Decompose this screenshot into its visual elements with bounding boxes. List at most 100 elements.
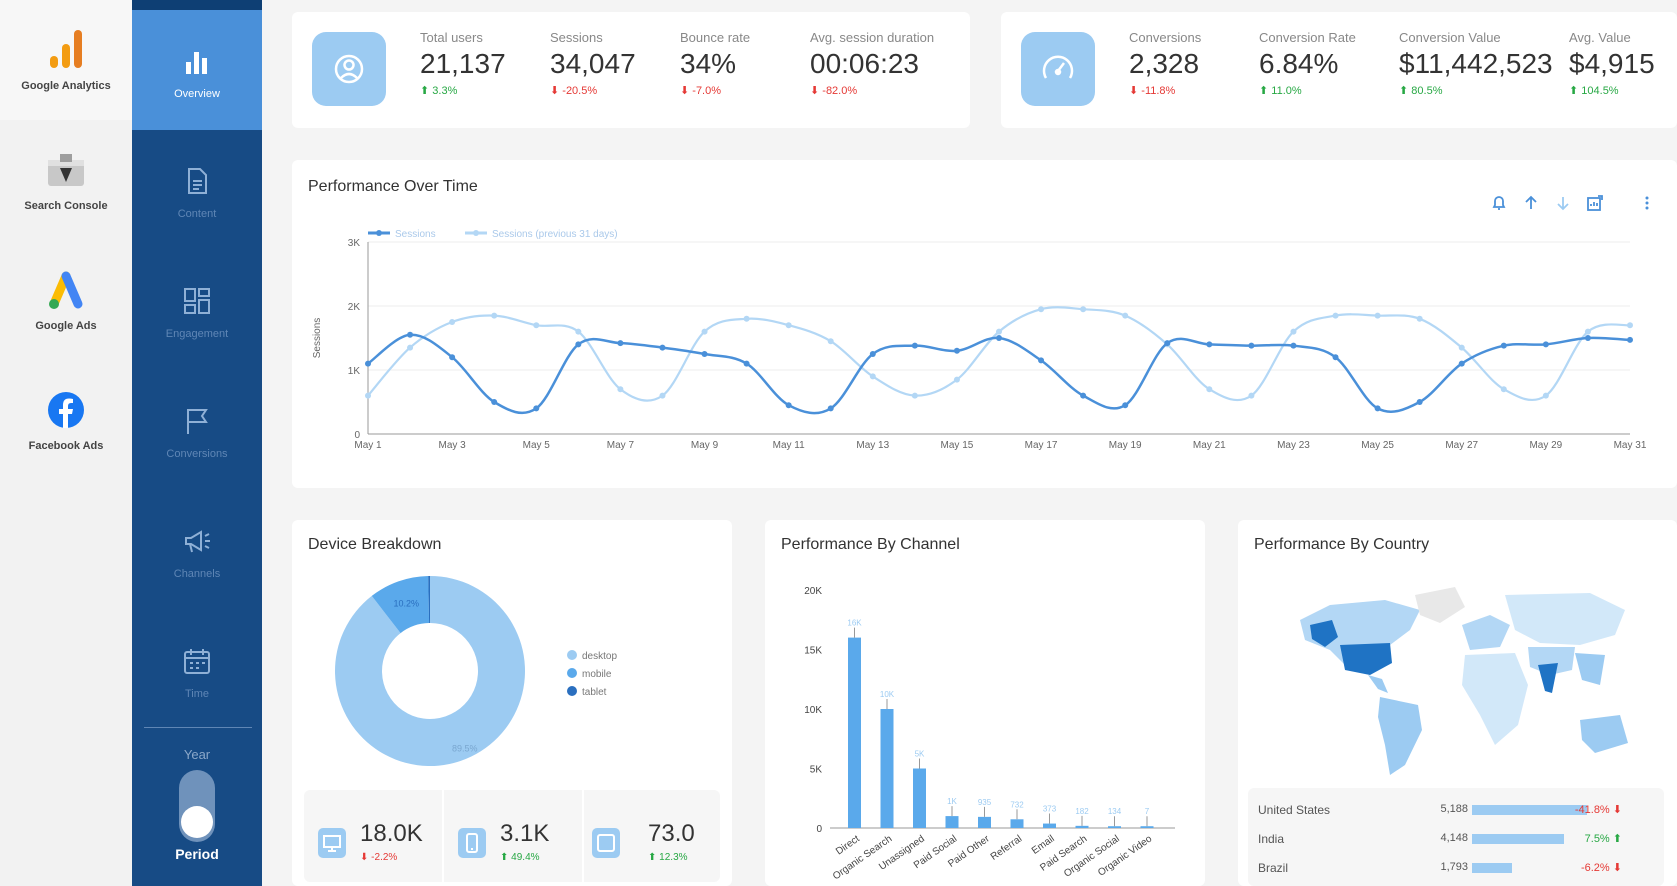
nav-item-engagement[interactable]: Engagement (132, 250, 262, 370)
data-point[interactable] (1458, 344, 1465, 351)
bar[interactable] (1108, 826, 1121, 828)
data-point[interactable] (1542, 341, 1549, 348)
data-point[interactable] (1584, 335, 1591, 341)
nav-item-content[interactable]: Content (132, 130, 262, 250)
source-google-analytics[interactable]: Google Analytics (0, 0, 132, 120)
country-row[interactable]: United States 5,188 -41.8% ⬇ (1258, 800, 1658, 820)
data-point[interactable] (1542, 392, 1549, 399)
sort-descending-icon[interactable] (1554, 194, 1572, 212)
data-point[interactable] (1080, 392, 1087, 399)
data-point[interactable] (407, 331, 414, 338)
data-point[interactable] (953, 347, 960, 354)
bar[interactable] (848, 637, 861, 828)
data-point[interactable] (1332, 354, 1339, 361)
data-point[interactable] (701, 351, 708, 357)
data-point[interactable] (1500, 342, 1507, 349)
data-point[interactable] (1500, 386, 1507, 393)
data-point[interactable] (1038, 306, 1045, 313)
nav-item-overview[interactable]: Overview (132, 10, 262, 130)
gauge-icon (1021, 32, 1095, 106)
pie-slice[interactable] (371, 576, 430, 634)
y-tick-label: 5K (810, 765, 823, 776)
data-point[interactable] (1290, 342, 1297, 349)
data-point[interactable] (617, 386, 624, 393)
nav-item-channels[interactable]: Channels (132, 490, 262, 610)
data-point[interactable] (1374, 405, 1381, 412)
x-tick-label: May 23 (1277, 440, 1310, 451)
data-point[interactable] (911, 342, 918, 349)
data-point[interactable] (869, 351, 876, 357)
x-tick-label: May 11 (773, 440, 805, 451)
toggle-knob[interactable] (181, 806, 213, 838)
data-point[interactable] (1584, 328, 1591, 335)
data-point[interactable] (827, 405, 834, 412)
bar[interactable] (945, 816, 959, 828)
data-point[interactable] (1248, 392, 1255, 399)
data-point[interactable] (785, 322, 792, 329)
bar[interactable] (1010, 819, 1024, 828)
data-point[interactable] (659, 392, 666, 399)
data-point[interactable] (407, 344, 414, 351)
data-point[interactable] (911, 392, 918, 399)
data-point[interactable] (743, 315, 750, 322)
data-point[interactable] (491, 399, 498, 405)
export-chart-icon[interactable] (1586, 194, 1604, 212)
nav-item-conversions[interactable]: Conversions (132, 370, 262, 490)
data-point[interactable] (953, 376, 960, 383)
data-point[interactable] (575, 328, 582, 335)
sort-ascending-icon[interactable] (1522, 194, 1540, 212)
country-row[interactable]: Brazil 1,793 -6.2% ⬇ (1258, 858, 1658, 878)
nav-item-time[interactable]: Time (132, 610, 262, 730)
data-point[interactable] (449, 354, 456, 361)
bar[interactable] (978, 816, 991, 828)
data-point[interactable] (617, 340, 624, 347)
pie-slice[interactable] (428, 576, 430, 624)
bar[interactable] (1043, 823, 1056, 828)
data-point[interactable] (1627, 336, 1633, 343)
data-point[interactable] (869, 373, 876, 380)
country-row[interactable]: India 4,148 7.5% ⬆ (1258, 829, 1658, 849)
bar[interactable] (880, 709, 894, 828)
data-point[interactable] (1332, 312, 1339, 319)
pie-slice[interactable] (335, 576, 525, 766)
data-point[interactable] (659, 344, 666, 351)
bar[interactable] (913, 768, 926, 829)
data-point[interactable] (1122, 402, 1129, 409)
data-point[interactable] (1206, 386, 1213, 393)
data-point[interactable] (365, 360, 371, 367)
data-point[interactable] (1416, 399, 1423, 405)
data-point[interactable] (365, 392, 371, 399)
bar[interactable] (1075, 825, 1089, 828)
data-point[interactable] (1206, 341, 1213, 348)
data-point[interactable] (533, 405, 540, 412)
source-search-console[interactable]: Search Console (0, 120, 132, 240)
x-tick-label: May 7 (607, 440, 635, 451)
data-point[interactable] (1627, 322, 1633, 329)
data-point[interactable] (1038, 357, 1045, 364)
data-point[interactable] (996, 335, 1002, 341)
data-point[interactable] (701, 328, 708, 335)
period-toggle[interactable] (179, 770, 215, 842)
data-point[interactable] (1416, 315, 1423, 322)
data-point[interactable] (1374, 312, 1381, 319)
bell-icon[interactable] (1490, 194, 1508, 212)
data-point[interactable] (491, 312, 498, 319)
more-options-icon[interactable] (1638, 194, 1656, 212)
x-tick-label: May 5 (523, 440, 551, 451)
data-point[interactable] (996, 328, 1002, 335)
data-point[interactable] (1290, 328, 1297, 335)
data-point[interactable] (449, 319, 456, 325)
data-point[interactable] (1248, 342, 1255, 349)
data-point[interactable] (1080, 306, 1087, 313)
source-facebook-ads[interactable]: Facebook Ads (0, 360, 132, 480)
data-point[interactable] (533, 322, 540, 329)
data-point[interactable] (1164, 340, 1171, 347)
data-point[interactable] (1458, 360, 1465, 367)
data-point[interactable] (1122, 312, 1129, 319)
data-point[interactable] (785, 402, 792, 409)
data-point[interactable] (743, 360, 750, 367)
source-google-ads[interactable]: Google Ads (0, 240, 132, 360)
data-point[interactable] (827, 338, 834, 345)
data-point[interactable] (575, 341, 582, 348)
bar[interactable] (1140, 826, 1154, 828)
